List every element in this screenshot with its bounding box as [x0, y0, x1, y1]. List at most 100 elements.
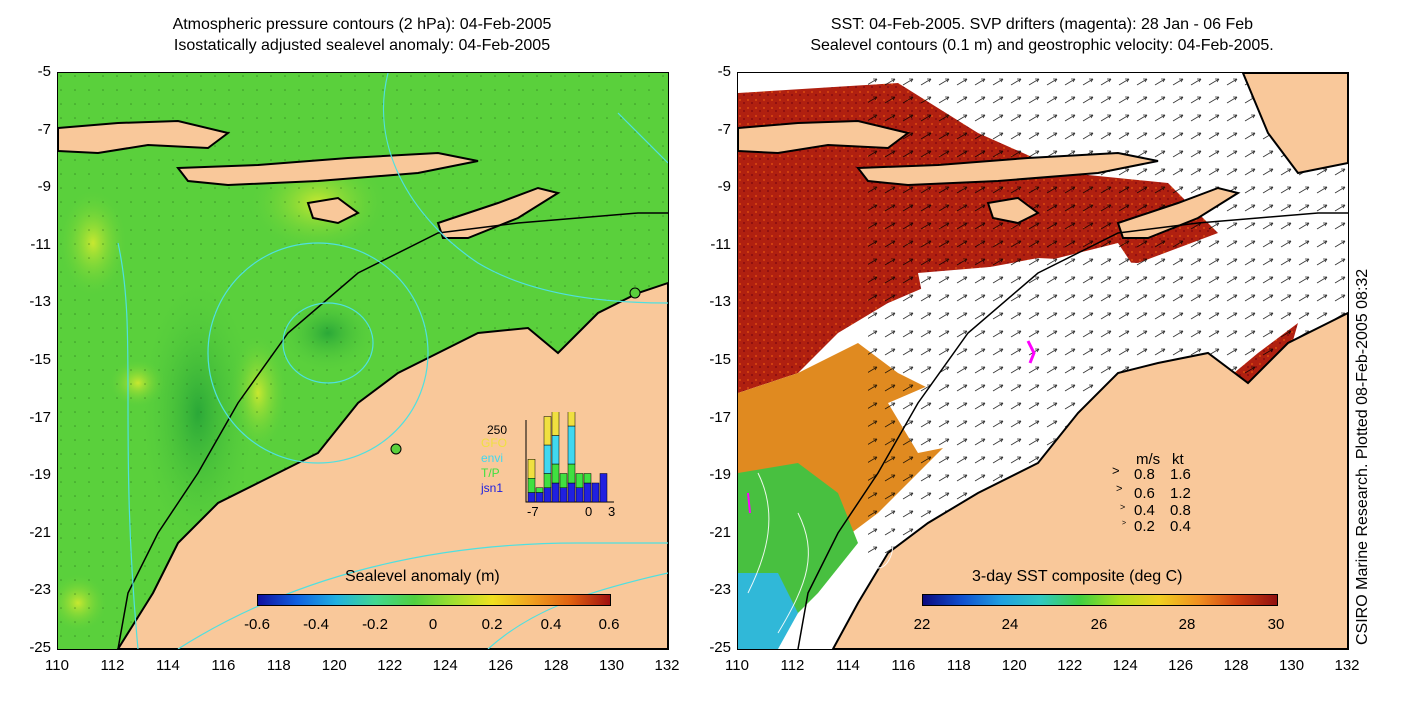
right-latitude-tick-label: -11 — [710, 235, 731, 253]
australia-land — [831, 311, 1348, 649]
left-latitude-tick-label: -19 — [29, 466, 51, 484]
right-colorbar — [922, 594, 1278, 606]
bathymetry-contour — [797, 212, 1348, 649]
inset-legend-envi: envi — [481, 451, 504, 465]
left-longitude-tick-label: 112 — [100, 657, 125, 674]
inset-bar-segment-jsn1 — [599, 473, 608, 503]
arrow-glyph-icon: > — [1112, 463, 1120, 478]
sealevel-contours — [747, 472, 894, 634]
inset-bar-segment-jsn1 — [527, 492, 536, 503]
left-longitude-tick-label: 122 — [377, 657, 403, 674]
velocity-legend-kt: 0.8 — [1170, 502, 1191, 519]
right-longitude-tick-label: 124 — [1112, 657, 1138, 674]
left-latitude-tick-label: -9 — [37, 178, 51, 196]
velocity-legend-header-ms: m/s — [1136, 451, 1161, 468]
left-cbar-tick: -0.6 — [244, 616, 270, 633]
left-latitude-tick-label: -5 — [37, 63, 51, 80]
inset-bar-segment-jsn1 — [575, 487, 584, 503]
left-cbar-tick: 0.4 — [540, 616, 562, 633]
java-sumbawa-land — [738, 119, 911, 155]
plot-credit: CSIRO Marine Research. Plotted 08-Feb-20… — [1354, 268, 1371, 645]
left-cbar-tick: 0.6 — [598, 616, 620, 633]
inset-bar-segment-jsn1 — [583, 482, 592, 503]
right-longitude-tick-label: 122 — [1057, 657, 1083, 674]
left-colorbar — [257, 594, 611, 606]
left-longitude-tick-label: 116 — [211, 657, 236, 674]
inset-xtick-min: -7 — [527, 504, 539, 519]
nusa-tenggara-land — [856, 151, 1159, 187]
right-longitude-tick-label: 110 — [725, 657, 749, 674]
left-longitude-tick-label: 120 — [321, 657, 347, 674]
inset-bar-segment-gfo — [527, 459, 536, 479]
right-longitude-tick-label: 130 — [1279, 657, 1305, 674]
left-latitude-tick-label: -21 — [29, 523, 51, 541]
inset-bar-segment-jsn1 — [591, 482, 600, 503]
left-cbar-tick: 0 — [428, 616, 438, 633]
sst-map — [737, 72, 1349, 650]
right-longitude-tick-label: 114 — [835, 657, 860, 674]
inset-bar-segment-envi — [543, 444, 552, 474]
java-sumbawa-land — [58, 119, 231, 155]
inset-bar-segment-tp — [559, 473, 568, 488]
inset-bar-segment-jsn1 — [551, 482, 560, 503]
right-cbar-tick: 24 — [1001, 616, 1019, 633]
velocity-legend-kt: 0.4 — [1170, 518, 1191, 535]
left-latitude-tick-label: -11 — [30, 235, 51, 253]
left-cbar-tick: 0.2 — [481, 616, 503, 633]
inset-legend-jsn1: jsn1 — [481, 481, 504, 495]
right-latitude-tick-label: -7 — [717, 120, 731, 138]
left-longitude-tick-label: 118 — [266, 657, 291, 674]
right-longitude-tick-label: 120 — [1001, 657, 1027, 674]
velocity-legend-ms: 0.8 — [1134, 466, 1155, 483]
inset-legend-gfo: GFO — [481, 436, 507, 450]
left-latitude-tick-label: -15 — [29, 351, 51, 368]
left-longitude-tick-label: 126 — [488, 657, 514, 674]
inset-legend-tp: T/P — [481, 466, 500, 480]
tide-gauge-marker-north — [629, 287, 641, 299]
tide-gauge-marker-south — [390, 443, 402, 455]
left-colorbar-title: Sealevel anomaly (m) — [345, 568, 500, 585]
inset-xtick-max: 3 — [608, 504, 616, 519]
right-longitude-tick-label: 112 — [780, 657, 805, 674]
right-panel-title: SST: 04-Feb-2005. SVP drifters (magenta)… — [738, 14, 1346, 56]
sst-cyan-sw — [738, 573, 798, 649]
left-latitude-tick-label: -25 — [29, 639, 51, 656]
inset-legend: GFO envi T/P jsn1 — [481, 436, 507, 496]
right-cbar-tick: 22 — [913, 616, 931, 633]
right-latitude-tick-label: -23 — [709, 581, 731, 599]
left-title-line1: Atmospheric pressure contours (2 hPa): 0… — [172, 16, 552, 33]
inset-bar-segment-envi — [551, 435, 560, 465]
left-latitude-tick-label: -7 — [37, 120, 51, 138]
right-title-line1: SST: 04-Feb-2005. SVP drifters (magenta)… — [830, 16, 1254, 33]
right-cbar-tick: 30 — [1267, 616, 1285, 633]
left-latitude-tick-label: -17 — [29, 408, 51, 426]
velocity-legend-ms: 0.2 — [1134, 518, 1155, 535]
left-longitude-tick-label: 128 — [543, 657, 569, 674]
sst-map-svg — [738, 73, 1348, 649]
right-latitude-tick-label: -5 — [717, 63, 731, 80]
inset-bar-segment-gfo — [551, 412, 560, 436]
nusa-tenggara-land — [176, 151, 479, 187]
right-longitude-tick-label: 118 — [946, 657, 971, 674]
left-longitude-tick-label: 132 — [654, 657, 680, 674]
right-longitude-tick-label: 126 — [1168, 657, 1194, 674]
inset-histogram — [525, 412, 614, 503]
left-panel-title: Atmospheric pressure contours (2 hPa): 0… — [58, 14, 666, 56]
inset-bar-segment-gfo — [543, 416, 552, 446]
right-latitude-tick-label: -25 — [709, 639, 731, 656]
right-latitude-tick-label: -21 — [709, 523, 731, 541]
inset-bar-segment-gfo — [567, 412, 576, 427]
sealevel-anomaly-map — [57, 72, 669, 650]
svp-drifter-track-west — [747, 492, 751, 514]
left-longitude-tick-label: 124 — [432, 657, 458, 674]
timor-land — [1116, 186, 1241, 239]
inset-xtick-zero: 0 — [585, 504, 593, 519]
new-guinea-land — [1241, 73, 1348, 175]
inset-bar-segment-tp — [543, 473, 552, 488]
inset-bar-segment-tp — [567, 463, 576, 484]
velocity-legend-ms: 0.6 — [1134, 485, 1155, 502]
velocity-legend-ms: 0.4 — [1134, 502, 1155, 519]
inset-bar-segment-jsn1 — [543, 487, 552, 503]
australia-land — [116, 281, 668, 649]
right-latitude-tick-label: -9 — [717, 178, 731, 196]
